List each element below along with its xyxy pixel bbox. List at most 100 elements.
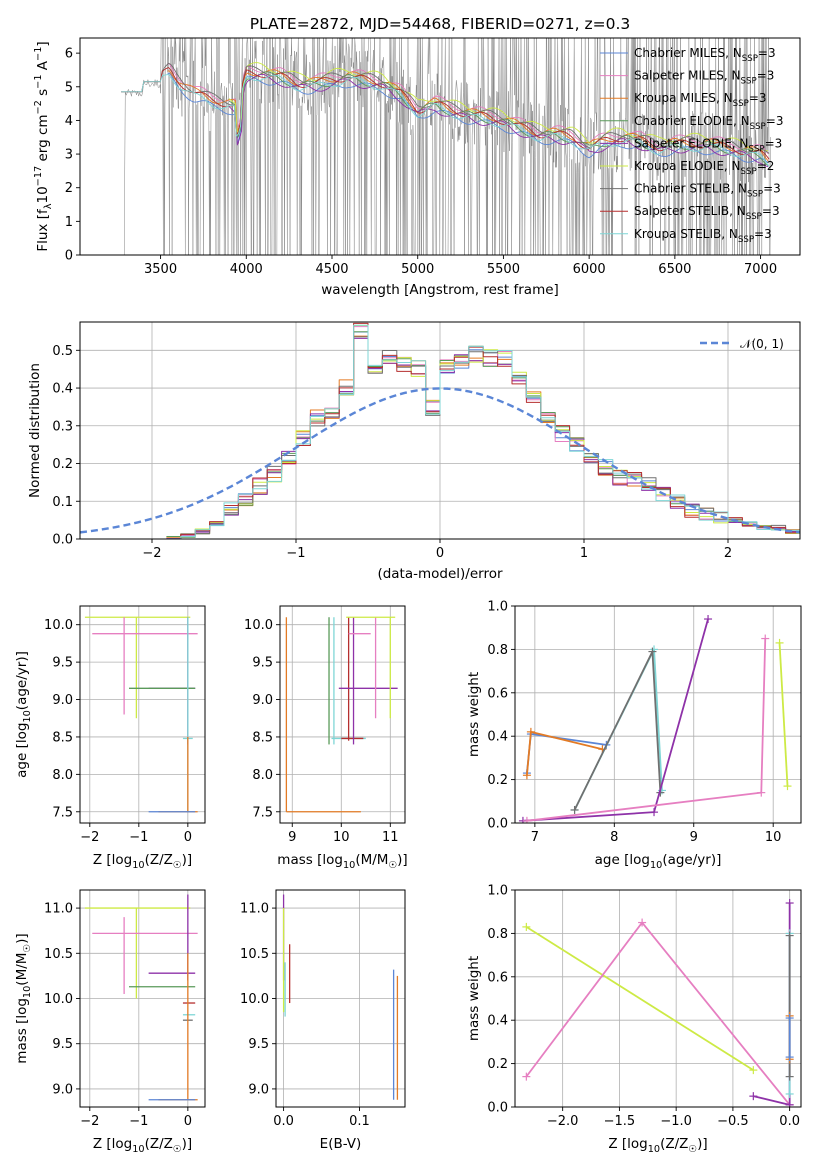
y-tick-label: 9.5 <box>248 1037 269 1052</box>
x-tick-label: 7000 <box>744 262 777 277</box>
legend-label: Chabrier MILES, NSSP=3 <box>634 46 776 64</box>
y-tick-label: 10.0 <box>44 618 73 633</box>
x-tick-label: 6500 <box>658 262 691 277</box>
y-tick-label: 10.0 <box>244 618 273 633</box>
panel-weight-vs-Z: −2.0 −1.5 −1.0 −0.5 0.0 0.0 0.2 0.4 0.6 0.8 1.0 Z [… <box>466 884 802 1155</box>
y-tick-label: 0.3 <box>52 419 73 434</box>
legend-label: Kroupa STELIB, NSSP=3 <box>634 227 772 245</box>
legend-label: Kroupa MILES, NSSP=3 <box>634 91 767 109</box>
y-tick-label: 10.0 <box>44 992 73 1007</box>
y-tick-label: 0.4 <box>52 382 73 397</box>
y-tick-label: 0 <box>65 249 73 264</box>
x-tick-label: −2 <box>80 830 99 845</box>
panel-mass-vs-Z: −2 −1 0 9.0 9.5 10.0 10.5 11.0 Z [log10(Z/Z☉)] ma… <box>14 889 206 1155</box>
plot-area-weight-vs-age <box>518 615 792 823</box>
x-tick-label: 0 <box>436 546 444 561</box>
y-tick-label: 0.0 <box>487 1101 508 1116</box>
x-axis-label: Z [log10(Z/Z☉)] <box>608 1136 707 1155</box>
panel-age-vs-Z: −2 −1 0 7.5 8.0 8.5 9.0 9.5 10.0 Z [log10(Z/Z☉)] a… <box>14 605 206 871</box>
histogram-step-line <box>166 322 800 539</box>
y-tick-label: 0.6 <box>487 970 508 985</box>
x-axis-label: (data-model)/error <box>377 566 503 582</box>
y-tick-label: 0.8 <box>487 927 508 942</box>
y-axis-label: mass weight <box>466 956 482 1041</box>
y-tick-label: 6 <box>65 47 73 62</box>
legend-label: Chabrier ELODIE, NSSP=3 <box>634 114 783 132</box>
y-tick-label: 1 <box>65 215 73 230</box>
axes-spectrum: 3500 4000 4500 5000 5500 6000 6500 7000 0 1 2 3 4 5 6 <box>65 37 801 277</box>
plot-area-spectrum <box>121 38 771 255</box>
spectrum-model-line <box>167 69 769 162</box>
x-tick-label: 5000 <box>401 262 434 277</box>
y-axis-label: Flux [fλ10−17 erg cm−2 s−1 A−1] <box>33 41 54 251</box>
y-tick-label: 8.5 <box>52 730 73 745</box>
axes-frame <box>79 37 801 256</box>
x-tick-label: −1.5 <box>604 1114 636 1129</box>
x-tick-label: 11 <box>382 830 399 845</box>
x-tick-label: 4500 <box>315 262 348 277</box>
legend-label: Salpeter STELIB, NSSP=3 <box>634 204 780 222</box>
panels: 3500 4000 4500 5000 5500 6000 6500 70000123456w… <box>14 37 802 1155</box>
spectrum-model-line <box>228 73 769 168</box>
y-tick-label: 4 <box>65 114 73 129</box>
y-tick-label: 5 <box>65 80 73 95</box>
y-tick-label: 0.5 <box>52 344 73 359</box>
y-axis-label: mass weight <box>466 672 482 757</box>
y-tick-label: 9.0 <box>248 1082 269 1097</box>
figure-title: PLATE=2872, MJD=54468, FIBERID=0271, z=0… <box>250 15 631 33</box>
x-tick-label: −1 <box>129 1114 148 1129</box>
x-tick-label: 1 <box>580 546 588 561</box>
x-tick-label: −1 <box>129 830 148 845</box>
panel-spectrum: 3500 4000 4500 5000 5500 6000 6500 7000 0 1 2 3 4 5 6 w… <box>33 37 801 298</box>
y-tick-label: 10.5 <box>44 947 73 962</box>
x-tick-label: 0.0 <box>779 1114 800 1129</box>
plot-area-age-vs-Z <box>84 616 198 813</box>
panel-age-vs-mass: 9 10 11 7.5 8.0 8.5 9.0 9.5 10.0 mass [log10(M/M☉… <box>244 605 408 871</box>
y-tick-label: 1.0 <box>487 600 508 615</box>
spectrum-model-line <box>167 72 769 164</box>
y-tick-label: 9.5 <box>52 656 73 671</box>
y-tick-label: 0.8 <box>487 643 508 658</box>
axes-mass-vs-EBV: 0.0 0.1 9.0 9.5 10.0 10.5 11.0 <box>240 889 406 1129</box>
normal-reference-curve <box>80 387 800 534</box>
plot-area-weight-vs-Z <box>522 899 794 1107</box>
y-tick-label: 0.1 <box>52 495 73 510</box>
histogram-step-line <box>166 336 800 539</box>
y-tick-label: 0.2 <box>487 773 508 788</box>
axes-histogram: −2 −1 0 1 2 0.0 0.1 0.2 0.3 0.4 0.5 <box>52 321 801 561</box>
spectrum-model-line <box>121 62 770 154</box>
legend-label: Kroupa ELODIE, NSSP=2 <box>634 159 774 177</box>
weight-line <box>778 642 789 787</box>
legend-label: Salpeter MILES, NSSP=3 <box>634 69 774 87</box>
y-tick-label: 8.0 <box>52 768 73 783</box>
plot-area-mass-vs-Z <box>84 894 198 1101</box>
y-tick-label: 7.5 <box>252 805 273 820</box>
plot-area-mass-vs-EBV <box>282 894 399 1100</box>
y-tick-label: 7.5 <box>52 805 73 820</box>
panel-histogram: −2 −1 0 1 2 0.0 0.1 0.2 0.3 0.4 0.5 (data-model)/er… <box>27 321 801 582</box>
y-tick-label: 0.4 <box>487 730 508 745</box>
y-tick-label: 0.2 <box>487 1057 508 1072</box>
x-tick-label: 0.1 <box>349 1114 370 1129</box>
legend-label: Salpeter ELODIE, NSSP=3 <box>634 136 782 154</box>
axes-frame <box>279 605 406 824</box>
weight-line <box>573 648 663 811</box>
axes-weight-vs-age: 7 8 9 10 0.0 0.2 0.4 0.6 0.8 1.0 <box>487 600 802 845</box>
x-axis-label: mass [log10(M/M☉)] <box>277 852 407 871</box>
spectrum-model-line <box>121 74 770 167</box>
y-tick-label: 0.0 <box>487 817 508 832</box>
plot-area-age-vs-mass <box>285 616 398 813</box>
x-axis-label: Z [log10(Z/Z☉)] <box>93 1136 192 1155</box>
y-axis-label: Normed distribution <box>27 363 43 498</box>
x-axis-label: wavelength [Angstrom, rest frame] <box>321 282 559 298</box>
y-tick-label: 1.0 <box>487 884 508 899</box>
y-axis-label: mass [log10(M/M☉)] <box>14 933 33 1063</box>
y-tick-label: 0.6 <box>487 686 508 701</box>
y-tick-label: 11.0 <box>44 902 73 917</box>
x-axis-label: Z [log10(Z/Z☉)] <box>93 852 192 871</box>
x-tick-label: −2 <box>142 546 161 561</box>
legend-label: 𝒩(0, 1) <box>740 337 784 351</box>
x-tick-label: 9 <box>288 830 296 845</box>
weight-line <box>573 650 662 811</box>
